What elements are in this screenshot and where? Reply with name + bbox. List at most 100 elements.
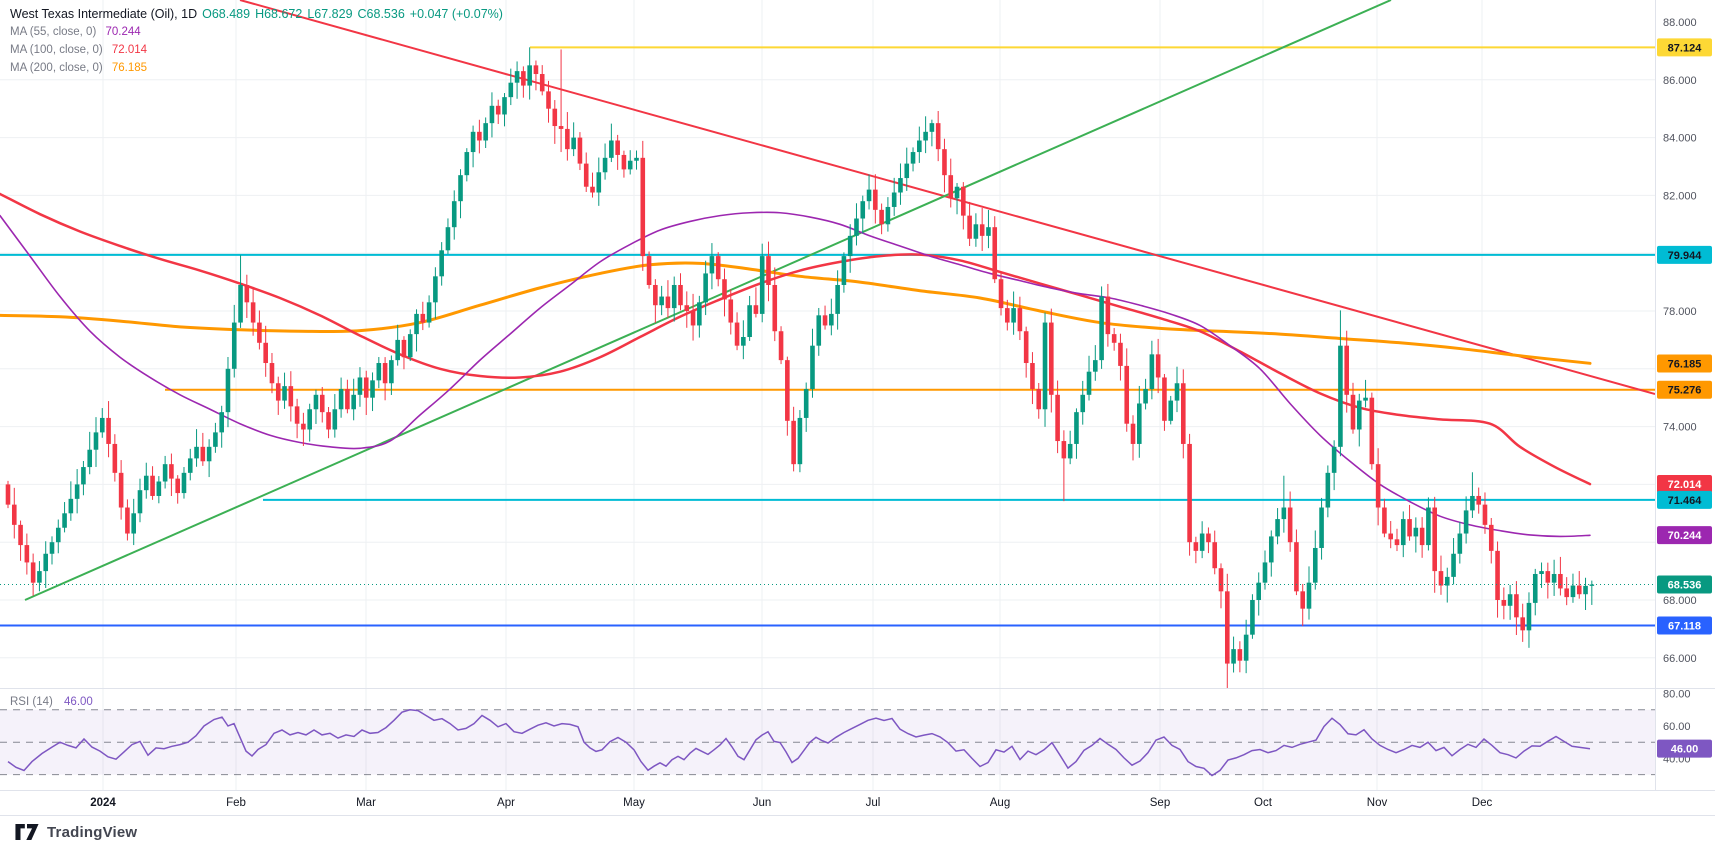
candle-body (829, 313, 834, 326)
candle-body (1570, 585, 1576, 598)
candle-body (1199, 533, 1205, 551)
candle-body (257, 322, 262, 343)
ma55-label: MA (55, close, 0) (10, 26, 97, 38)
legend-title-row[interactable]: West Texas Intermediate (Oil), 1D O68.489… (10, 6, 503, 23)
candle-body (389, 360, 394, 384)
candle-body (106, 417, 111, 444)
price-axis-badge (1657, 38, 1712, 57)
candle-body (288, 386, 294, 407)
horizontal-levels[interactable] (0, 46, 1655, 627)
price-axis-badge-text: 75.276 (1668, 385, 1702, 397)
candle-body (910, 152, 916, 164)
candle-body (238, 284, 243, 323)
candle-body (1055, 394, 1060, 442)
price-axis-label: 88.000 (1663, 17, 1697, 29)
candle-body (621, 154, 627, 170)
price-axis-label: 78.000 (1663, 306, 1697, 318)
ma200-value: 76.185 (111, 62, 148, 74)
candle-body (200, 446, 206, 462)
candle-body (766, 256, 771, 285)
candle-body (552, 108, 558, 127)
candle-body (62, 513, 67, 528)
price-axis-badge-text: 67.118 (1668, 620, 1701, 632)
candle-body (948, 175, 954, 199)
candle-body (590, 186, 595, 193)
ascending-trendline[interactable] (24, 0, 1392, 601)
candle-body (546, 91, 551, 109)
candle-body (1231, 649, 1236, 664)
candle-body (5, 484, 11, 505)
symbol-title[interactable]: West Texas Intermediate (Oil), 1D (10, 7, 198, 21)
candle-body (1275, 519, 1280, 537)
rsi-legend[interactable]: RSI (14) 46.00 (10, 696, 93, 708)
chart-canvas[interactable]: 88.000 86.000 84.000 82.000 78.000 74.000 68.0… (0, 0, 1715, 815)
rsi-line[interactable] (7, 709, 1591, 777)
candle-body (602, 157, 608, 173)
descending-trendline[interactable] (239, 0, 1655, 395)
candle-body (722, 279, 727, 300)
candle-body (791, 420, 796, 465)
candle-body (326, 412, 331, 430)
candle-body (1551, 573, 1557, 583)
candle-body (1174, 383, 1180, 401)
time-axis-label: Oct (1254, 797, 1273, 809)
candle-body (961, 186, 966, 216)
trendlines[interactable] (24, 0, 1655, 601)
candle-body (395, 339, 400, 361)
candle-body (596, 172, 602, 193)
ma100-value: 72.014 (111, 44, 148, 56)
candle-body (1514, 594, 1519, 618)
candle-body (577, 137, 583, 164)
price-axis[interactable]: 88.000 86.000 84.000 82.000 78.000 74.000 68.0… (1657, 17, 1712, 665)
candle-body (338, 389, 344, 410)
candle-body (1375, 464, 1381, 508)
ma55-legend-row[interactable]: MA (55, close, 0) 70.244 (10, 24, 503, 41)
candle-body (1470, 495, 1475, 511)
symbol-legend[interactable]: West Texas Intermediate (Oil), 1D O68.489… (10, 6, 503, 77)
candle-body (785, 360, 790, 421)
candle-body (81, 467, 86, 485)
candle-body (1250, 600, 1255, 635)
candle-body (1589, 584, 1595, 586)
ma200-legend-row[interactable]: MA (200, close, 0) 76.185 (10, 60, 503, 77)
candle-body (1583, 585, 1588, 595)
candle-body (401, 339, 407, 358)
ma-55-line[interactable] (0, 211, 1591, 538)
ma-200-line[interactable] (0, 261, 1592, 365)
candle-body (841, 256, 847, 285)
candle-body (414, 313, 419, 335)
candle-body (715, 256, 721, 280)
pane-separators[interactable] (0, 0, 1715, 791)
high-value: H68.672 (255, 7, 303, 21)
candle-body (489, 105, 495, 124)
candle-body (1224, 591, 1230, 664)
candle-body (137, 490, 143, 514)
candle-body (55, 527, 61, 543)
candle-body (759, 256, 765, 314)
candle-body (659, 296, 664, 306)
tradingview-wordmark[interactable]: TradingView (47, 823, 138, 841)
price-axis-label: 66.000 (1663, 653, 1697, 665)
candle-body (1312, 547, 1318, 583)
tradingview-logo-icon[interactable] (14, 822, 40, 842)
candle-body (741, 337, 746, 346)
candle-body (313, 394, 319, 410)
candle-body (118, 472, 124, 508)
time-axis-label: Jul (866, 797, 881, 809)
candle-body (1206, 533, 1211, 543)
candle-body (627, 160, 633, 170)
candle-body (332, 409, 338, 430)
candle-body (1268, 536, 1274, 563)
candle-body (684, 305, 690, 311)
candle-body (18, 524, 23, 546)
candle-body (143, 475, 149, 491)
ma-100-line[interactable] (0, 192, 1592, 486)
time-axis[interactable]: 2024 Feb Mar Apr May Jun Jul Aug Sep Oct Nov Dec (90, 797, 1492, 809)
chart-area[interactable]: 88.000 86.000 84.000 82.000 78.000 74.000 68.0… (0, 0, 1715, 815)
ma100-legend-row[interactable]: MA (100, close, 0) 72.014 (10, 42, 503, 59)
candle-body (879, 209, 884, 225)
candle-body (1488, 524, 1494, 551)
candle-body (439, 250, 444, 277)
candle-body (1407, 519, 1412, 537)
